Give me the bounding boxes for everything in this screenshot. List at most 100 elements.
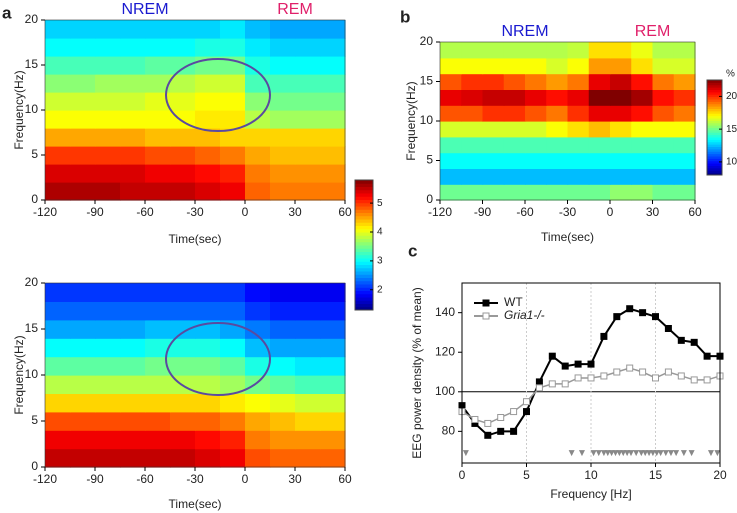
series-marker	[613, 313, 621, 321]
heat-cell	[295, 128, 321, 147]
heat-cell	[195, 338, 221, 358]
heat-cell	[482, 105, 505, 122]
x-tick-label: 30	[288, 472, 302, 486]
series-marker	[613, 368, 621, 376]
colorbar-swatch	[707, 113, 722, 117]
heat-cell	[295, 430, 321, 450]
heat-cell	[45, 430, 71, 450]
significance-marker	[688, 450, 695, 457]
heat-cell	[145, 164, 171, 183]
heat-cell	[220, 319, 246, 339]
heat-cell	[546, 57, 569, 75]
colorbar-swatch	[355, 274, 373, 278]
colorbar-swatch	[707, 108, 722, 112]
heat-cell	[245, 448, 271, 468]
heat-cell	[245, 393, 271, 413]
heat-cell	[295, 338, 321, 358]
heat-cell	[652, 136, 675, 154]
heat-cell	[45, 164, 71, 183]
heat-cell	[120, 56, 146, 75]
heat-cell	[567, 121, 590, 138]
heat-cell	[320, 375, 346, 394]
colorbar-swatch	[355, 222, 373, 226]
heat-cell	[673, 121, 696, 138]
x-tick-label: 0	[459, 468, 466, 482]
significance-marker	[600, 450, 607, 457]
phase-label: NREM	[121, 1, 168, 18]
colorbar-swatch	[707, 141, 722, 145]
heat-cell	[170, 301, 196, 321]
heat-cell	[170, 430, 196, 450]
colorbar-swatch	[707, 80, 722, 83]
heat-cell	[440, 105, 462, 122]
colorbar-swatch	[707, 110, 722, 114]
heat-cell	[145, 128, 171, 147]
heat-cell	[120, 164, 146, 183]
colorbar-swatch	[707, 118, 722, 121]
heat-cell	[546, 136, 569, 154]
heat-cell	[525, 136, 547, 154]
heat-cell	[145, 338, 171, 358]
heat-cell	[588, 152, 611, 169]
heat-cell	[673, 168, 696, 185]
colorbar-unit: %	[726, 69, 735, 80]
significance-marker	[707, 450, 714, 457]
x-tick-label: 30	[646, 205, 660, 219]
heat-cell	[320, 110, 346, 129]
heat-cell	[525, 184, 547, 201]
heat-cell	[170, 448, 196, 468]
heat-cell	[652, 121, 675, 138]
heat-cell	[610, 184, 632, 201]
heat-cell	[145, 411, 171, 431]
series-marker	[664, 368, 672, 376]
heat-cell	[320, 338, 346, 358]
x-tick-label: -30	[186, 472, 204, 486]
heat-cell	[320, 38, 346, 57]
x-tick-label: -90	[474, 205, 492, 219]
x-tick-label: -60	[136, 205, 154, 219]
colorbar-swatch	[707, 96, 722, 100]
heat-cell	[631, 42, 654, 59]
heat-cell	[631, 121, 654, 138]
colorbar-swatch	[355, 212, 373, 217]
heat-cell	[461, 168, 484, 185]
heat-cell	[503, 121, 526, 138]
heat-cell	[245, 38, 271, 57]
heat-cell	[45, 38, 71, 57]
heat-cell	[70, 283, 96, 302]
colorbar-swatch	[707, 156, 722, 159]
significance-marker	[616, 450, 623, 457]
colorbar-swatch	[707, 148, 722, 152]
heat-cell	[588, 57, 611, 75]
heat-cell	[170, 38, 196, 57]
heat-cell	[70, 164, 96, 183]
heat-cell	[95, 56, 121, 75]
series-marker	[574, 360, 582, 368]
series-marker	[626, 305, 634, 313]
colorbar-swatch	[707, 132, 722, 136]
heat-cell	[270, 182, 296, 201]
y-tick-label: 0	[31, 192, 38, 206]
colorbar-swatch	[707, 146, 722, 150]
heat-cell	[546, 73, 569, 90]
heat-cell	[631, 73, 654, 90]
series-marker	[703, 352, 711, 360]
heat-cell	[95, 92, 121, 111]
heat-cell	[295, 411, 321, 431]
heat-cell	[120, 338, 146, 358]
x-tick-label: -120	[33, 472, 57, 486]
heat-cell	[145, 283, 171, 302]
legend-marker	[482, 312, 490, 320]
x-tick-label: 0	[242, 472, 249, 486]
colorbar-swatch	[707, 144, 722, 147]
significance-marker	[627, 450, 634, 457]
heat-cell	[245, 164, 271, 183]
heat-cell	[270, 411, 296, 431]
heat-cell	[145, 110, 171, 129]
heat-cell	[120, 38, 146, 57]
heat-cell	[145, 356, 171, 376]
series-marker	[587, 360, 595, 368]
heat-cell	[295, 393, 321, 413]
heat-cell	[461, 42, 484, 59]
colorbar-swatch	[707, 106, 722, 109]
